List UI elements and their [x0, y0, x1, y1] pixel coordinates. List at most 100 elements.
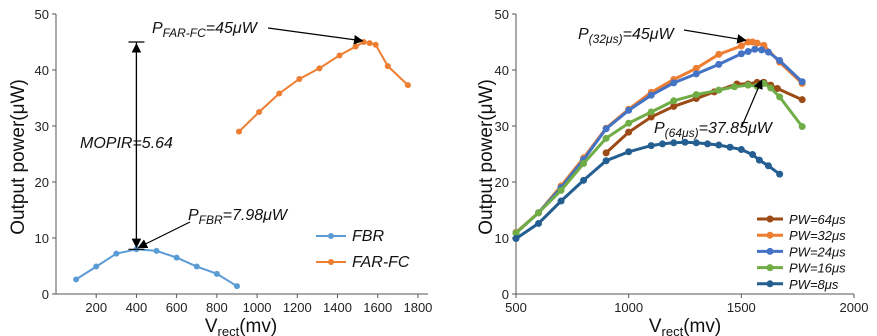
left-y-tick-label: 50 — [35, 7, 49, 22]
right-data-point — [535, 219, 543, 227]
right-data-point — [647, 91, 655, 99]
left-data-point — [113, 250, 120, 257]
left-data-point — [256, 109, 263, 115]
right-data-point — [715, 50, 723, 58]
left-legend-marker — [328, 233, 334, 239]
right-data-point — [670, 97, 678, 105]
left-x-tick-label: 1800 — [403, 300, 432, 315]
left-data-point — [235, 128, 242, 135]
left-y-tick-label: 30 — [35, 119, 49, 134]
left-y-tick-label: 40 — [35, 63, 49, 78]
left-data-point — [384, 63, 391, 70]
right-data-point — [776, 170, 784, 178]
left-legend-label: FAR-FC — [352, 254, 410, 271]
left-data-point — [213, 270, 220, 277]
right-y-tick-label: 0 — [502, 287, 509, 302]
left-series-1 — [235, 39, 411, 135]
right-data-point — [647, 108, 655, 116]
right-legend-marker — [766, 231, 774, 239]
left-x-tick-label: 1000 — [243, 300, 272, 315]
left-data-point — [360, 39, 367, 45]
right-data-point — [767, 84, 775, 92]
left-data-point — [173, 254, 180, 261]
right-data-point — [602, 157, 610, 165]
right-x-tick-label: 1500 — [727, 300, 756, 315]
right-data-point — [764, 48, 772, 56]
right-legend-label: PW=16μs — [789, 261, 846, 276]
right-data-point — [776, 93, 784, 101]
right-data-point — [535, 209, 543, 217]
right-data-point — [557, 197, 565, 205]
left-data-point — [404, 82, 411, 89]
right-data-point — [557, 186, 565, 194]
right-x-tick-label: 2000 — [840, 300, 869, 315]
right-data-point — [625, 119, 633, 127]
right-plot: 0 10 20 30 40 50 500 1000 1500 2000 PW=64μsPW=32μs… — [495, 7, 869, 315]
left-plot: 0 10 20 30 40 50 200 400 600 800 1000 1200 1400 1600 1… — [35, 7, 433, 315]
p32-arrow — [683, 29, 747, 44]
left-data-point — [316, 65, 323, 72]
left-data-point — [372, 41, 379, 48]
right-data-point — [751, 45, 759, 53]
right-data-point — [512, 229, 520, 237]
right-data-point — [580, 160, 588, 168]
right-data-point — [670, 79, 678, 87]
left-x-tick-label: 200 — [85, 300, 107, 315]
fbr-peak-annotation: PFBR=7.98μW — [188, 207, 289, 227]
right-data-point — [602, 149, 610, 157]
right-data-point — [773, 84, 781, 92]
left-y-tick-label: 0 — [42, 287, 49, 302]
right-data-point — [580, 176, 588, 184]
left-series-line — [75, 248, 238, 288]
left-data-point — [352, 43, 359, 50]
right-legend-label: PW=8μs — [789, 277, 839, 292]
left-x-tick-label: 1400 — [323, 300, 352, 315]
right-x-axis-label: Vrect(mv) — [649, 316, 721, 336]
left-series-line — [238, 40, 409, 133]
right-data-point — [749, 151, 757, 159]
right-data-point — [658, 140, 666, 148]
left-x-tick-label: 400 — [126, 300, 148, 315]
right-data-point — [737, 50, 745, 58]
right-legend-marker — [766, 215, 774, 223]
right-x-tick-label: 1000 — [614, 300, 643, 315]
right-legend-marker — [766, 247, 774, 255]
mopir-label-background — [76, 131, 170, 153]
right-data-point — [692, 64, 700, 72]
p64-arrow — [741, 79, 763, 127]
left-data-point — [336, 52, 343, 59]
right-data-point — [737, 146, 745, 154]
right-x-tick-label: 500 — [505, 300, 527, 315]
left-data-point — [153, 247, 160, 254]
left-data-point — [233, 283, 240, 290]
right-y-tick-label: 50 — [495, 7, 509, 22]
left-legend-marker — [328, 259, 334, 265]
right-data-point — [625, 106, 633, 114]
right-data-point — [715, 86, 723, 94]
right-data-point — [753, 39, 761, 47]
left-data-point — [366, 40, 373, 47]
right-legend-label: PW=24μs — [789, 244, 846, 259]
right-data-point — [704, 140, 712, 148]
right-series-4 — [512, 138, 784, 243]
right-y-tick-label: 10 — [495, 231, 509, 246]
left-data-point — [73, 276, 80, 283]
right-y-axis-label: Output power(μW) — [476, 79, 497, 235]
left-legend: FBR FAR-FC — [316, 228, 410, 271]
right-legend-label: PW=32μs — [789, 228, 846, 243]
right-data-point — [512, 235, 520, 243]
left-x-tick-label: 800 — [206, 300, 228, 315]
left-chart: Output power(μW) Vrect(mv) PFAR-FC=45μW … — [8, 20, 289, 336]
left-data-point — [276, 90, 283, 97]
left-x-tick-label: 1600 — [363, 300, 392, 315]
left-data-point — [296, 75, 303, 82]
right-data-point — [692, 139, 700, 147]
left-data-point — [193, 263, 200, 270]
left-y-tick-label: 20 — [35, 175, 49, 190]
far-fc-peak-annotation: PFAR-FC=45μW — [152, 20, 259, 40]
right-data-point — [776, 56, 784, 64]
left-y-axis-label: Output power(μW) — [8, 79, 29, 235]
left-x-axis-label: Vrect(mv) — [205, 316, 277, 336]
left-legend-label: FBR — [352, 228, 384, 245]
